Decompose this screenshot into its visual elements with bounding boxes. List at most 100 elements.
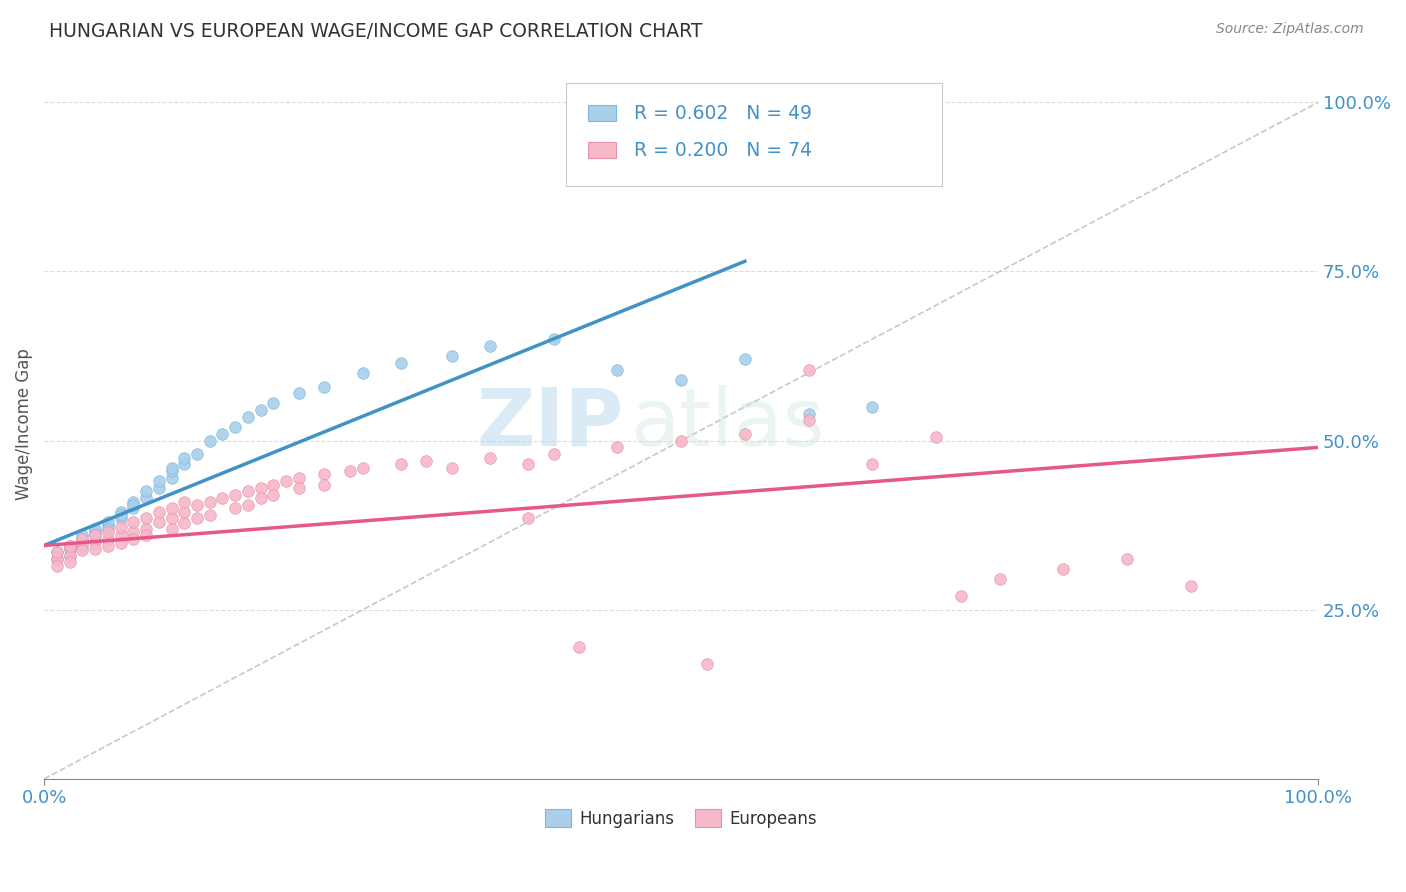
Point [314,467,336,482]
Point [669,434,692,448]
Point [236,484,259,499]
Point [122,498,145,512]
Point [110,511,132,525]
Point [224,488,246,502]
Point [122,524,145,539]
Point [440,460,463,475]
Point [58,541,80,556]
Point [860,400,883,414]
Point [262,396,284,410]
Point [122,501,145,516]
Point [950,589,973,603]
Point [211,491,233,505]
Point [72,539,94,553]
Point [135,511,157,525]
Point [84,524,107,539]
Point [1180,579,1202,593]
Point [186,447,208,461]
Point [797,413,820,427]
Point [236,409,259,424]
Point [224,501,246,516]
Point [543,447,565,461]
Point [517,511,540,525]
Point [314,379,336,393]
Point [110,520,132,534]
Point [45,545,67,559]
Point [45,545,67,559]
Point [198,508,221,522]
Point [58,549,80,563]
Point [72,528,94,542]
Point [543,332,565,346]
Point [72,536,94,550]
Point [72,532,94,546]
Point [186,511,208,525]
Point [925,430,948,444]
Text: R = 0.200   N = 74: R = 0.200 N = 74 [634,141,813,160]
Point [211,426,233,441]
Point [173,505,195,519]
Y-axis label: Wage/Income Gap: Wage/Income Gap [15,348,32,500]
Point [288,481,311,495]
Point [72,543,94,558]
Point [84,522,107,536]
Point [84,541,107,556]
Point [84,535,107,549]
Point [173,494,195,508]
Point [173,516,195,531]
Point [568,640,591,654]
Point [58,539,80,553]
Point [288,386,311,401]
Text: HUNGARIAN VS EUROPEAN WAGE/INCOME GAP CORRELATION CHART: HUNGARIAN VS EUROPEAN WAGE/INCOME GAP CO… [49,22,703,41]
Point [479,450,502,465]
Point [58,556,80,570]
Point [276,474,298,488]
Point [606,441,628,455]
Point [97,515,120,529]
Point [236,498,259,512]
Point [988,572,1011,586]
Point [148,505,170,519]
Point [97,524,120,539]
Point [734,352,756,367]
Point [135,484,157,499]
Point [415,454,437,468]
Point [797,362,820,376]
Point [314,477,336,491]
Point [148,474,170,488]
Point [352,366,374,380]
FancyBboxPatch shape [588,105,616,121]
Point [110,536,132,550]
Point [186,498,208,512]
Point [122,494,145,508]
Point [97,532,120,546]
Point [288,471,311,485]
Point [110,508,132,522]
Text: atlas: atlas [630,384,824,463]
Point [734,426,756,441]
Point [97,539,120,553]
Point [135,528,157,542]
FancyBboxPatch shape [588,143,616,158]
Point [135,522,157,536]
Point [249,491,271,505]
Point [135,491,157,505]
Point [97,522,120,536]
Legend: Hungarians, Europeans: Hungarians, Europeans [538,803,824,835]
Point [45,552,67,566]
Point [339,464,361,478]
Point [160,464,183,478]
Point [173,450,195,465]
Point [696,657,718,671]
Point [517,458,540,472]
Point [84,528,107,542]
Point [58,549,80,563]
Point [110,505,132,519]
Text: R = 0.602   N = 49: R = 0.602 N = 49 [634,103,813,123]
Point [669,373,692,387]
Point [389,356,412,370]
Point [110,528,132,542]
Text: Source: ZipAtlas.com: Source: ZipAtlas.com [1216,22,1364,37]
FancyBboxPatch shape [567,83,942,186]
Point [262,477,284,491]
